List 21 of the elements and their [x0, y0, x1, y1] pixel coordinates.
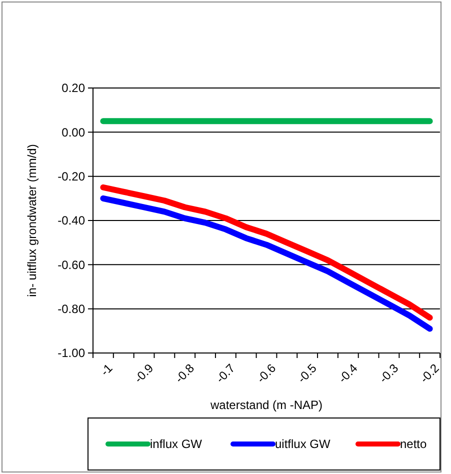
x-tick-label: -1: [98, 360, 116, 379]
x-tick-label: -0.8: [172, 360, 198, 386]
x-tick-label: -0.4: [336, 360, 360, 386]
y-tick-label: -0.80: [58, 302, 86, 316]
x-axis-title: waterstand (m -NAP): [209, 398, 323, 412]
x-tick-label: -0.7: [213, 360, 238, 386]
y-tick-label: -0.40: [58, 214, 86, 228]
x-tick-label: -0.6: [254, 360, 279, 386]
legend-label: netto: [400, 437, 428, 452]
legend-label: uitflux GW: [275, 437, 332, 452]
legend-label: influx GW: [150, 437, 203, 452]
y-tick-label: 0.20: [62, 81, 86, 96]
x-tick-label: -0.5: [294, 360, 320, 386]
y-tick-label: 0.00: [62, 125, 86, 140]
y-tick-label: -0.60: [58, 258, 86, 272]
x-tick-label: -0.3: [376, 360, 402, 386]
x-tick-label: -0.9: [132, 360, 156, 386]
y-axis-title: in- uitflux grondwater (mm/d): [25, 144, 39, 297]
y-tick-label: -0.20: [58, 170, 86, 184]
y-tick-label: -1.00: [58, 346, 86, 360]
x-tick-label: -0.2: [417, 360, 442, 386]
